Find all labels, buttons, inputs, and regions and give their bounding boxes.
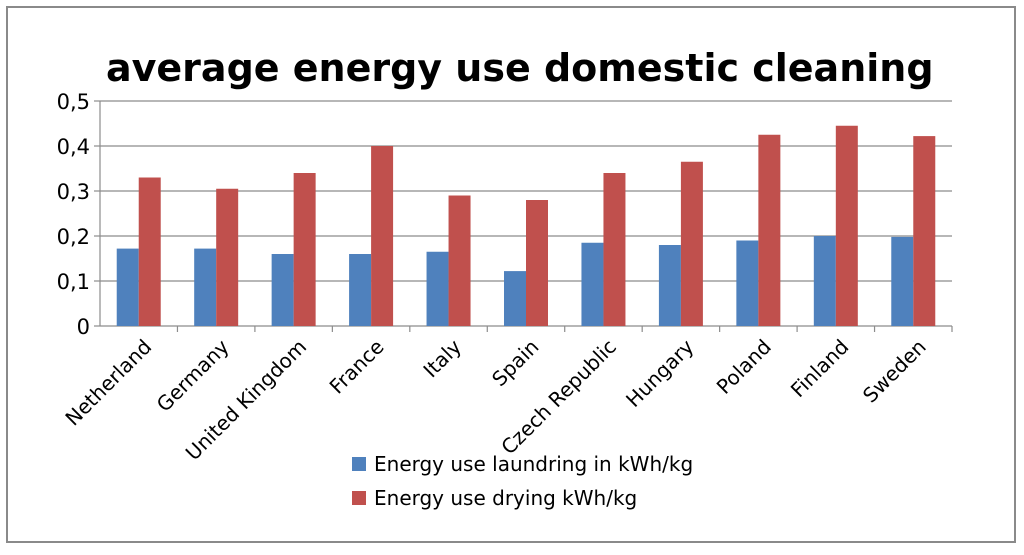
bar-laundring bbox=[813, 236, 836, 326]
legend: Energy use laundring in kWh/kg Energy use… bbox=[352, 452, 693, 510]
category-label: Spain bbox=[487, 335, 543, 391]
y-tick-label: 0,1 bbox=[57, 270, 90, 294]
legend-label: Energy use laundring in kWh/kg bbox=[374, 452, 693, 476]
bar-drying bbox=[216, 188, 239, 326]
category-label: Germany bbox=[152, 334, 234, 416]
y-tick-label: 0 bbox=[77, 315, 90, 339]
bar-chart: average energy use domestic cleaning 0 0,… bbox=[57, 46, 953, 510]
category-label: France bbox=[325, 335, 389, 399]
bar-drying bbox=[680, 161, 703, 326]
y-tick-label: 0,3 bbox=[57, 180, 90, 204]
bar-laundring bbox=[891, 236, 914, 326]
bar-drying bbox=[603, 173, 626, 326]
bar-drying bbox=[371, 146, 394, 326]
bar-drying bbox=[293, 173, 316, 326]
y-tick-label: 0,5 bbox=[57, 90, 90, 114]
bar-laundring bbox=[194, 248, 217, 326]
category-label: Finland bbox=[786, 335, 854, 403]
y-tick-label: 0,2 bbox=[57, 225, 90, 249]
bar-drying bbox=[448, 195, 471, 326]
bar-laundring bbox=[658, 245, 681, 326]
chart-title: average energy use domestic cleaning bbox=[106, 46, 934, 90]
bar-drying bbox=[758, 134, 781, 326]
y-tick-label: 0,4 bbox=[57, 135, 90, 159]
bar-drying bbox=[138, 177, 161, 326]
bar-drying bbox=[913, 136, 936, 326]
bar-laundring bbox=[271, 254, 294, 326]
legend-swatch bbox=[352, 457, 366, 471]
bar-laundring bbox=[116, 248, 139, 326]
bar-laundring bbox=[426, 251, 449, 326]
bar-laundring bbox=[581, 242, 604, 326]
gridlines bbox=[100, 100, 952, 282]
legend-swatch bbox=[352, 491, 366, 505]
category-label: Italy bbox=[418, 334, 466, 382]
bar-drying bbox=[835, 125, 858, 326]
category-label: Hungary bbox=[621, 334, 698, 411]
bar-laundring bbox=[349, 254, 372, 326]
category-label: Poland bbox=[712, 335, 776, 399]
legend-label: Energy use drying kWh/kg bbox=[374, 486, 637, 510]
bar-drying bbox=[526, 200, 548, 326]
category-label: Netherland bbox=[60, 335, 156, 431]
bar-laundring bbox=[736, 240, 759, 326]
bars bbox=[116, 125, 936, 326]
bar-laundring bbox=[504, 271, 526, 326]
category-label: Sweden bbox=[858, 335, 931, 408]
chart-frame: average energy use domestic cleaning 0 0,… bbox=[6, 6, 1016, 543]
